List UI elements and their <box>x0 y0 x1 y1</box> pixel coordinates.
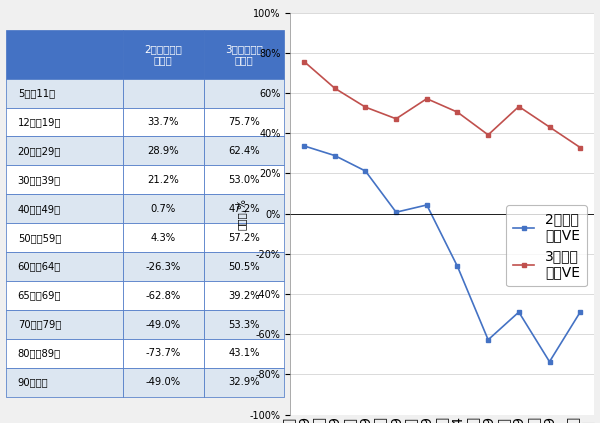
3回接種
でのVE <box>454 110 461 115</box>
Legend: 2回接種
でのVE, 3回接種
でのVE: 2回接種 でのVE, 3回接種 でのVE <box>506 205 587 286</box>
2回接種
でのVE <box>546 359 553 364</box>
Y-axis label: 有効率,%: 有効率,% <box>237 198 247 230</box>
2回接種
でのVE <box>577 310 584 315</box>
2回接種
でのVE <box>362 168 369 173</box>
3回接種
でのVE <box>515 104 523 109</box>
2回接種
でのVE <box>485 337 492 342</box>
2回接種
でのVE <box>454 264 461 269</box>
3回接種
でのVE <box>423 96 430 101</box>
3回接種
でのVE <box>577 145 584 150</box>
3回接種
でのVE <box>331 86 338 91</box>
3回接種
でのVE <box>392 116 400 121</box>
3回接種
でのVE <box>301 59 308 64</box>
2回接種
でのVE <box>392 210 400 215</box>
Line: 2回接種
でのVE: 2回接種 でのVE <box>302 143 583 364</box>
3回接種
でのVE <box>485 132 492 137</box>
3回接種
でのVE <box>362 104 369 110</box>
2回接種
でのVE <box>331 153 338 158</box>
Line: 3回接種
でのVE: 3回接種 でのVE <box>302 59 583 150</box>
2回接種
でのVE <box>423 203 430 208</box>
2回接種
でのVE <box>301 143 308 148</box>
3回接種
でのVE <box>546 124 553 129</box>
2回接種
でのVE <box>515 310 523 315</box>
